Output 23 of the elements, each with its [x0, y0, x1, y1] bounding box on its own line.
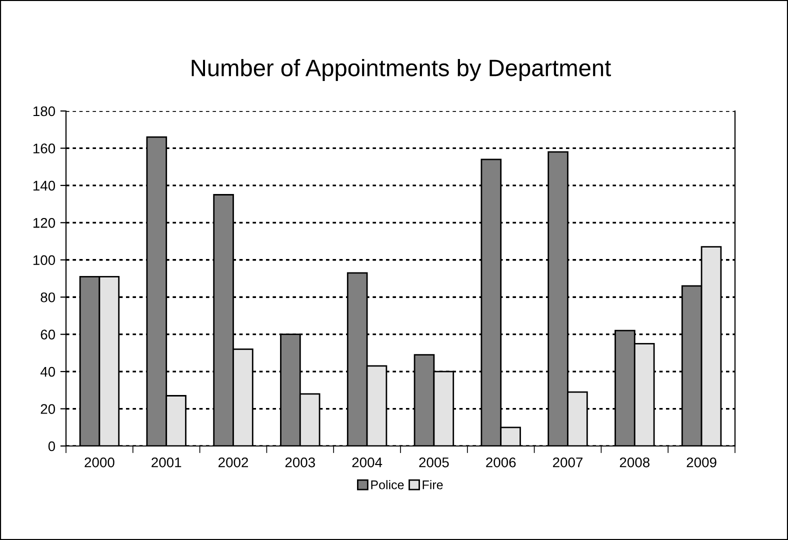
x-tick-label: 2004 — [352, 457, 382, 468]
y-tick-label: 120 — [33, 218, 56, 228]
y-tick-label: 180 — [33, 106, 56, 116]
x-tick-label: 2007 — [553, 457, 583, 468]
y-tick-label: 40 — [40, 366, 56, 377]
y-tick-label: 20 — [40, 404, 56, 414]
x-tick-label: 2009 — [686, 457, 716, 468]
y-tick-label: 160 — [33, 144, 56, 154]
x-tick-label: 2006 — [486, 457, 516, 468]
x-tick-label: 2000 — [84, 457, 114, 468]
y-tick-label: 140 — [33, 180, 56, 191]
chart-title: Number of Appointments by Department — [192, 58, 611, 82]
y-tick-label: 80 — [40, 292, 56, 302]
x-tick-label: 2001 — [152, 457, 182, 468]
x-tick-label: 2003 — [285, 457, 315, 468]
legend-label: Fire — [422, 480, 443, 490]
x-tick-label: 2002 — [218, 457, 248, 468]
x-tick-label: 2005 — [419, 457, 449, 468]
y-tick-label: 100 — [33, 255, 56, 266]
y-tick-label: 0 — [48, 441, 56, 452]
x-tick-label: 2008 — [620, 457, 650, 468]
legend-label: Police — [371, 480, 404, 490]
y-tick-label: 60 — [40, 330, 56, 340]
